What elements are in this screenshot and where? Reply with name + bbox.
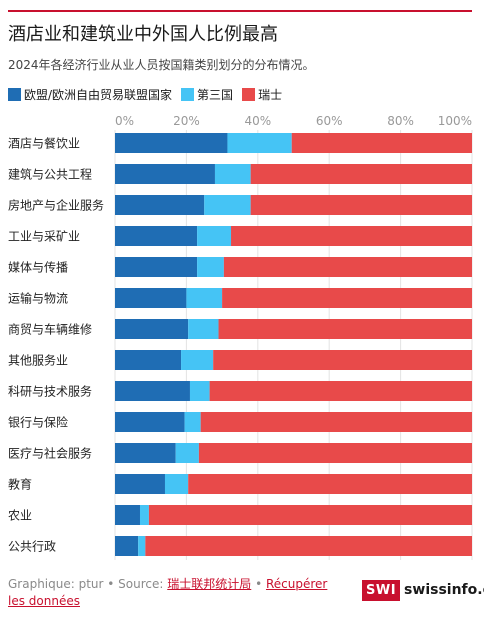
bar-segment (218, 319, 472, 339)
bar-segment (145, 536, 472, 556)
bar-segment (181, 350, 214, 370)
bar-segment (197, 257, 224, 277)
bar-segment (115, 164, 215, 184)
bar-segment (115, 226, 198, 246)
bar-segment (227, 133, 292, 153)
bar-segment (115, 319, 189, 339)
bar-segment (197, 226, 232, 246)
bar-segment (198, 443, 472, 463)
category-label: 房地产与企业服务 (8, 198, 104, 213)
category-label: 建筑与公共工程 (8, 167, 92, 182)
legend-swatch-swiss (242, 87, 256, 101)
bar-segment (209, 381, 473, 401)
legend-item-swiss: 瑞士 (242, 86, 282, 103)
bar-segment (115, 288, 187, 308)
bar-segment (250, 195, 472, 215)
bar-segment (222, 288, 472, 308)
bar-segment (115, 257, 198, 277)
bar-segment (200, 412, 472, 432)
category-label: 教育 (8, 477, 32, 492)
category-label: 医疗与社会服务 (8, 446, 92, 461)
bar-segment (115, 350, 182, 370)
bar-segment (223, 257, 472, 277)
bar-segment (188, 474, 472, 494)
legend-label-third-country: 第三国 (197, 87, 234, 102)
bar-segment (204, 195, 251, 215)
bar-segment (115, 443, 176, 463)
x-tick-label: 40% (244, 114, 271, 128)
category-label: 公共行政 (8, 540, 56, 554)
source-link[interactable]: 瑞士联邦统计局 (167, 577, 252, 591)
bar-segment (115, 412, 185, 432)
bar-segment (186, 288, 223, 308)
bar-segment (231, 226, 472, 246)
swissinfo-logo-text: swissinfo.ch (404, 582, 484, 598)
swissinfo-logo[interactable]: SWI swissinfo.ch (362, 580, 484, 601)
category-label: 科研与技术服务 (8, 384, 92, 399)
footer-credit: Graphique: ptur • Source: (8, 577, 168, 591)
category-label: 商贸与车辆维修 (8, 322, 92, 337)
download-data-link[interactable]: Récupérer les données (8, 577, 328, 608)
bar-segment (148, 505, 473, 525)
x-tick-label: 60% (316, 114, 343, 128)
x-tick-label: 100% (438, 114, 472, 128)
bar-segment (189, 381, 210, 401)
category-label: 银行与保险 (8, 415, 68, 430)
legend-label-swiss: 瑞士 (258, 87, 283, 102)
bar-segment (115, 133, 228, 153)
bar-segment (138, 536, 146, 556)
bar-segment (214, 164, 251, 184)
category-label: 工业与采矿业 (8, 230, 80, 244)
bar-segment (213, 350, 473, 370)
legend-swatch-eu (8, 87, 21, 101)
bar-segment (115, 505, 140, 525)
category-label: 运输与物流 (8, 291, 68, 306)
bar-segment (164, 474, 189, 494)
swi-logo-box: SWI (362, 580, 401, 601)
legend-swatch-third-country (181, 87, 195, 101)
x-tick-label: 80% (387, 114, 414, 128)
top-rule (8, 10, 472, 12)
x-tick-label: 0% (115, 114, 134, 128)
category-label: 酒店与餐饮业 (8, 136, 80, 151)
bar-segment (139, 505, 149, 525)
bar-segment (175, 443, 199, 463)
legend-label-eu: 欧盟/欧洲自由贸易联盟国家 (24, 87, 173, 102)
footer-separator: • (251, 577, 266, 591)
bar-segment (115, 195, 205, 215)
bar-segment (115, 536, 139, 556)
footer: Graphique: ptur • Source: 瑞士联邦统计局 • Récu… (8, 576, 348, 610)
chart-subtitle: 2024年各经济行业从业人员按国籍类别划分的分布情况。 (8, 58, 315, 72)
bar-segment (250, 164, 472, 184)
x-tick-label: 20% (173, 114, 200, 128)
category-label: 媒体与传播 (8, 260, 68, 275)
category-label: 农业 (8, 509, 32, 523)
bar-segment (115, 474, 165, 494)
category-label: 其他服务业 (8, 353, 68, 368)
bar-segment (115, 381, 190, 401)
chart-title: 酒店业和建筑业中外国人比例最高 (8, 24, 278, 45)
bar-segment (184, 412, 201, 432)
bar-segment (188, 319, 219, 339)
legend-item-eu: 欧盟/欧洲自由贸易联盟国家 (8, 86, 172, 103)
legend: 欧盟/欧洲自由贸易联盟国家 第三国 瑞士 (8, 86, 291, 102)
bar-segment (291, 133, 472, 153)
legend-item-third-country: 第三国 (181, 86, 233, 103)
